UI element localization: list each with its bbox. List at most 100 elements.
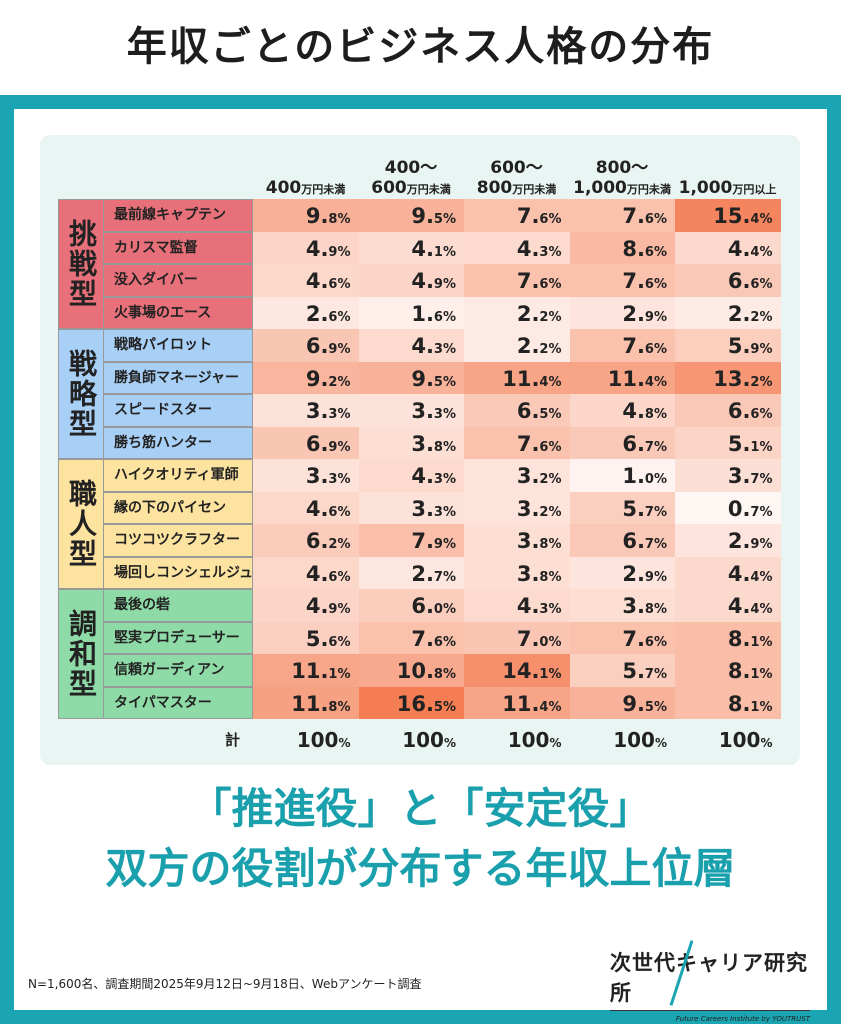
heatmap-cell: 4.1% bbox=[358, 231, 464, 264]
heatmap-cell: 5.1% bbox=[675, 426, 781, 459]
row-label: 最後の砦 bbox=[104, 589, 253, 622]
value-integer: 6. bbox=[305, 431, 329, 456]
value-decimal: 2% bbox=[539, 472, 562, 487]
heatmap-cell: 4.9% bbox=[253, 231, 359, 264]
heatmap-cell: 4.3% bbox=[464, 231, 570, 264]
value-decimal: 1% bbox=[750, 634, 773, 650]
value-decimal: 8% bbox=[433, 667, 456, 682]
heatmap-cell: 8.1% bbox=[675, 686, 781, 719]
group-label: 調和型 bbox=[58, 589, 104, 719]
value-decimal: 1% bbox=[539, 667, 562, 682]
column-header: 400万円未満 bbox=[253, 145, 358, 200]
value-decimal: 4% bbox=[750, 244, 773, 260]
heatmap-cell: 2.7% bbox=[358, 556, 464, 589]
row-label: 没入ダイバー bbox=[104, 264, 253, 297]
heatmap-cell: 4.9% bbox=[253, 589, 359, 622]
value-decimal: 4% bbox=[750, 569, 773, 585]
heatmap-cell: 11.4% bbox=[464, 686, 570, 719]
value-integer: 15. bbox=[713, 204, 751, 228]
row-label: ハイクオリティ軍師 bbox=[104, 459, 253, 492]
heatmap-cell: 4.4% bbox=[675, 556, 781, 589]
value-decimal: 0% bbox=[644, 472, 667, 487]
value-integer: 3. bbox=[411, 496, 434, 521]
heatmap-cell: 10.8% bbox=[358, 654, 464, 687]
value-decimal: 6% bbox=[750, 407, 773, 422]
value-decimal: 2% bbox=[750, 374, 773, 390]
value-decimal: 6% bbox=[644, 277, 667, 292]
value-integer: 7. bbox=[411, 529, 434, 553]
value-decimal: 6% bbox=[328, 569, 351, 585]
value-integer: 10. bbox=[396, 659, 434, 683]
row-label: 火事場のエース bbox=[104, 296, 253, 329]
value-integer: 4. bbox=[411, 236, 434, 261]
heatmap-cell: 7.0% bbox=[464, 621, 570, 654]
value-integer: 8. bbox=[727, 626, 751, 651]
value-integer: 0. bbox=[727, 496, 751, 521]
heatmap-cell: 2.9% bbox=[675, 524, 781, 557]
value-integer: 4. bbox=[727, 594, 751, 618]
value-integer: 4. bbox=[516, 236, 540, 261]
column-header-line1: 800～ bbox=[595, 158, 649, 178]
value-decimal: 9% bbox=[328, 439, 351, 455]
value-integer: 4. bbox=[727, 561, 751, 586]
total-cell: 100% bbox=[253, 723, 359, 757]
value-integer: 4. bbox=[727, 236, 751, 261]
value-decimal: 9% bbox=[328, 342, 351, 357]
column-header-line2: 600万円未満 bbox=[371, 178, 451, 198]
heatmap-cell: 4.3% bbox=[358, 459, 464, 492]
value-integer: 100 bbox=[296, 728, 339, 752]
value-integer: 4. bbox=[622, 399, 645, 423]
value-decimal: % bbox=[549, 736, 562, 750]
heatmap-cell: 13.2% bbox=[675, 361, 781, 394]
heatmap-cell: 15.4% bbox=[675, 199, 781, 232]
value-integer: 6. bbox=[305, 334, 329, 358]
value-integer: 100 bbox=[507, 728, 550, 752]
page-title: 年収ごとのビジネス人格の分布 bbox=[126, 24, 715, 70]
heatmap-cell: 2.2% bbox=[464, 296, 570, 329]
value-integer: 11. bbox=[291, 691, 329, 716]
value-decimal: 8% bbox=[433, 439, 456, 455]
value-integer: 2. bbox=[727, 529, 751, 553]
value-integer: 2. bbox=[516, 334, 540, 358]
heatmap-cell: 8.1% bbox=[675, 654, 781, 687]
row-label: 最前線キャプテン bbox=[104, 199, 253, 232]
value-decimal: 2% bbox=[539, 342, 562, 357]
value-decimal: 6% bbox=[433, 634, 456, 650]
total-cell: 100% bbox=[464, 723, 570, 757]
row-label: カリスマ監督 bbox=[104, 231, 253, 264]
value-decimal: 6% bbox=[433, 309, 456, 325]
heatmap-cell: 3.3% bbox=[358, 491, 464, 524]
logo: 次世代キャリア研究所 Future Careers Institute by Y… bbox=[610, 940, 810, 1023]
value-decimal: 6% bbox=[328, 634, 351, 650]
value-decimal: 0% bbox=[433, 602, 456, 617]
heatmap-cell: 7.6% bbox=[464, 264, 570, 297]
logo-sub: Future Careers Institute by YOUTRUST bbox=[675, 1015, 810, 1023]
value-integer: 6. bbox=[305, 529, 329, 553]
heatmap-cell: 3.8% bbox=[569, 589, 675, 622]
heatmap-cell: 2.9% bbox=[569, 556, 675, 589]
heatmap-cell: 3.8% bbox=[358, 426, 464, 459]
heatmap-cell: 5.7% bbox=[569, 491, 675, 524]
value-decimal: 9% bbox=[750, 342, 773, 357]
value-decimal: 9% bbox=[644, 309, 667, 325]
column-header-line2: 400万円未満 bbox=[265, 178, 346, 198]
heatmap-table: 400万円未満 400～ 600万円未満 600～ 800万円未満 800～ 1,000万円… bbox=[40, 135, 800, 765]
value-decimal: % bbox=[338, 736, 351, 750]
heatmap-cell: 3.2% bbox=[464, 459, 570, 492]
value-integer: 3. bbox=[516, 561, 540, 586]
value-decimal: 9% bbox=[750, 537, 773, 552]
total-label: 計 bbox=[225, 731, 241, 749]
value-integer: 7. bbox=[622, 269, 645, 293]
value-decimal: 4% bbox=[644, 374, 667, 390]
value-decimal: 6% bbox=[539, 212, 562, 227]
column-header-unit: 万円以上 bbox=[732, 183, 777, 196]
value-decimal: 3% bbox=[433, 342, 456, 357]
headline-line2: 双方の役割が分布する年収上位層 bbox=[105, 844, 736, 893]
value-decimal: 5% bbox=[644, 699, 667, 715]
value-decimal: 6% bbox=[644, 212, 667, 227]
heatmap-cell: 5.9% bbox=[675, 329, 781, 362]
value-integer: 4. bbox=[305, 269, 329, 293]
value-decimal: 8% bbox=[539, 569, 562, 585]
value-decimal: 4% bbox=[750, 602, 773, 617]
value-decimal: 5% bbox=[433, 374, 456, 390]
